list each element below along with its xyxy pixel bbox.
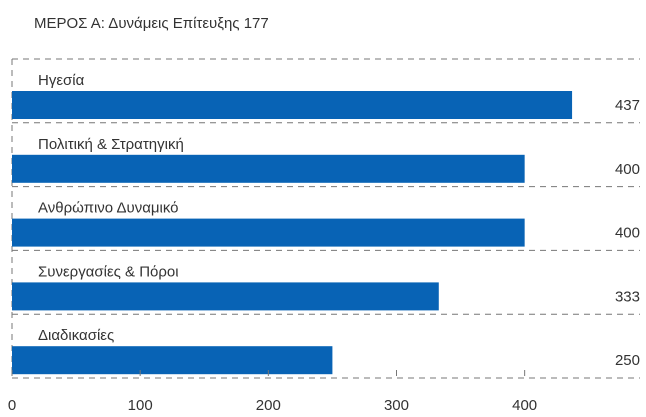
x-tick-label: 300 (384, 397, 409, 414)
category-label: Ηγεσία (38, 72, 85, 89)
x-tick-label: 100 (128, 397, 153, 414)
chart-title: ΜΕΡΟΣ Α: Δυνάμεις Επίτευξης 177 (34, 15, 269, 32)
category-label: Πολιτική & Στρατηγική (38, 136, 184, 153)
value-label: 437 (615, 97, 640, 114)
value-label: 400 (615, 161, 640, 178)
value-label: 250 (615, 352, 640, 369)
bar (12, 91, 573, 119)
bar (12, 218, 525, 247)
x-tick-label: 400 (512, 397, 537, 414)
x-tick-label: 200 (256, 397, 281, 414)
value-label: 400 (615, 225, 640, 242)
category-label: Ανθρώπινο Δυναμικό (38, 200, 179, 217)
category-label: Συνεργασίες & Πόροι (38, 263, 179, 280)
bar (12, 346, 333, 375)
value-label: 333 (615, 288, 640, 305)
bar (12, 154, 525, 183)
bar (12, 282, 439, 311)
category-label: Διαδικασίες (38, 327, 114, 344)
x-tick-label: 0 (8, 397, 16, 414)
